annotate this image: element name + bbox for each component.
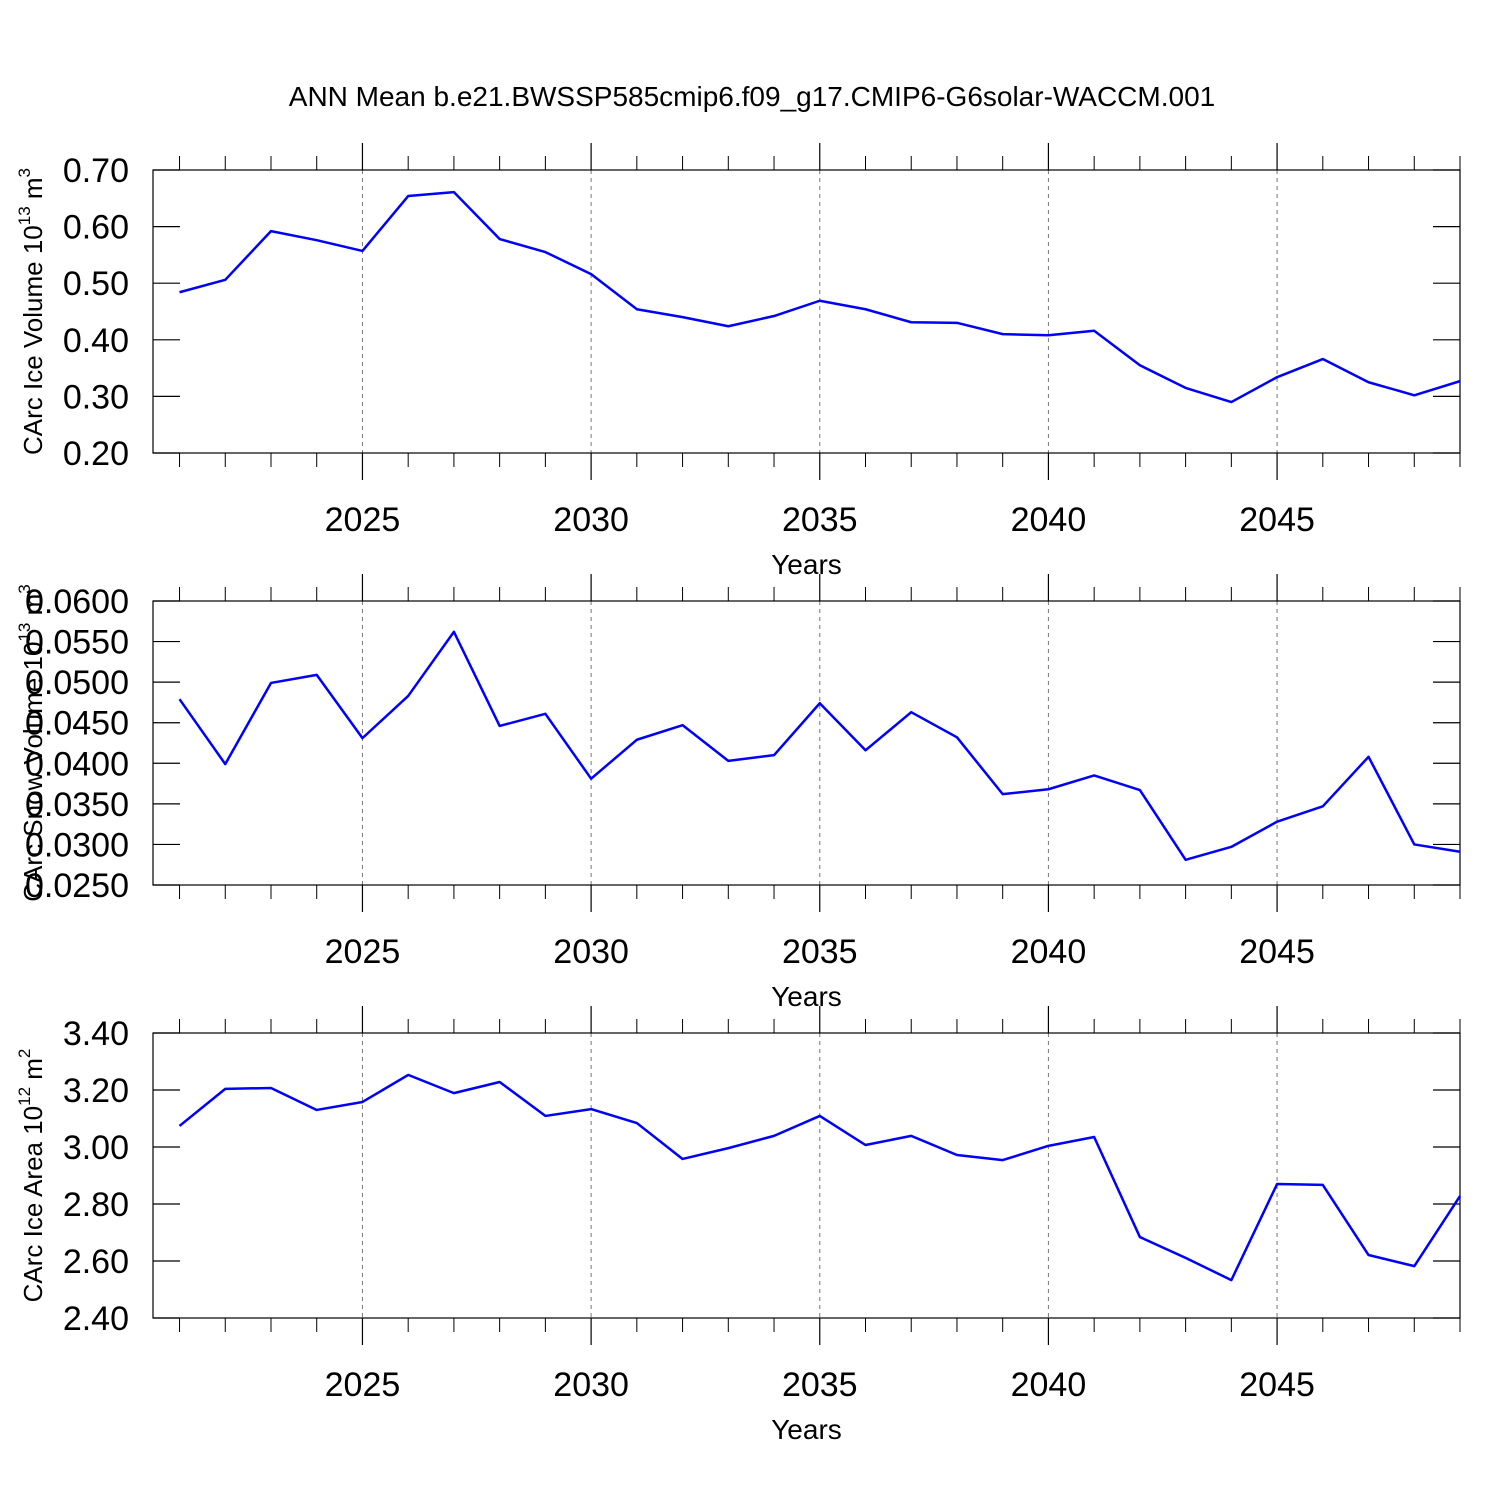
y-tick-label: 0.30 [63, 378, 129, 416]
y-axis-label-part: m [18, 177, 48, 206]
x-axis-label: Years [771, 1414, 842, 1445]
y-axis-label-part: CArc Snow Volume 10 [18, 642, 48, 902]
y-tick-label: 0.70 [63, 152, 129, 190]
y-axis-label-superscript: 3 [15, 168, 34, 177]
x-axis-label: Years [771, 549, 842, 580]
y-axis-label-part: CArc Ice Area 10 [18, 1106, 48, 1303]
x-tick-label: 2035 [782, 933, 858, 971]
y-tick-label: 0.20 [63, 435, 129, 473]
x-tick-label: 2025 [325, 933, 401, 971]
y-tick-label: 2.40 [63, 1300, 129, 1338]
x-tick-label: 2025 [325, 1366, 401, 1404]
y-axis-label-superscript: 2 [15, 1049, 34, 1058]
x-tick-label: 2025 [325, 501, 401, 539]
x-tick-label: 2045 [1239, 1366, 1315, 1404]
y-axis-label-superscript: 3 [15, 584, 34, 593]
x-tick-label: 2035 [782, 1366, 858, 1404]
y-axis-label-part: m [18, 1058, 48, 1087]
data-line [179, 190, 1461, 404]
y-axis-label-part: CArc Ice Volume 10 [18, 225, 48, 455]
x-tick-label: 2040 [1011, 933, 1087, 971]
y-axis-label: CArc Ice Area 1012 m2 [15, 1049, 48, 1303]
y-tick-label: 0.0300 [25, 826, 129, 864]
x-tick-label: 2045 [1239, 933, 1315, 971]
x-tick-label: 2030 [553, 933, 629, 971]
y-tick-label: 0.0600 [25, 583, 129, 621]
x-tick-label: 2030 [553, 501, 629, 539]
y-axis-label: CArc Ice Volume 1013 m3 [15, 168, 48, 455]
y-tick-label: 2.80 [63, 1186, 129, 1224]
x-tick-label: 2040 [1011, 501, 1087, 539]
y-axis-label-superscript: 13 [15, 206, 34, 225]
y-tick-label: 0.50 [63, 265, 129, 303]
y-tick-label: 0.0250 [25, 867, 129, 905]
y-tick-label: 0.0400 [25, 745, 129, 783]
x-tick-label: 2045 [1239, 501, 1315, 539]
y-tick-label: 0.0450 [25, 705, 129, 743]
x-axis-label: Years [771, 981, 842, 1012]
y-tick-label: 2.60 [63, 1243, 129, 1281]
y-tick-label: 0.40 [63, 322, 129, 360]
y-tick-label: 3.40 [63, 1015, 129, 1053]
figure-title: ANN Mean b.e21.BWSSP585cmip6.f09_g17.CMI… [289, 81, 1215, 112]
data-line [178, 630, 1461, 862]
y-tick-label: 0.0500 [25, 664, 129, 702]
y-axis-label-superscript: 12 [15, 1087, 34, 1106]
y-axis-label: CArc Snow Volume 1013 m3 [15, 584, 48, 901]
y-tick-label: 0.60 [63, 209, 129, 247]
x-tick-label: 2040 [1011, 1366, 1087, 1404]
plot-frame [152, 1032, 1461, 1319]
y-tick-label: 0.0550 [25, 624, 129, 662]
y-axis-label-part: m [18, 594, 48, 623]
y-tick-label: 3.20 [63, 1072, 129, 1110]
y-tick-label: 0.0350 [25, 786, 129, 824]
x-tick-label: 2035 [782, 501, 858, 539]
plot-frame [152, 600, 1461, 886]
y-axis-label-superscript: 13 [15, 623, 34, 642]
x-tick-label: 2030 [553, 1366, 629, 1404]
data-line [178, 1073, 1462, 1282]
y-tick-label: 3.00 [63, 1129, 129, 1167]
plot-frame [152, 169, 1461, 454]
